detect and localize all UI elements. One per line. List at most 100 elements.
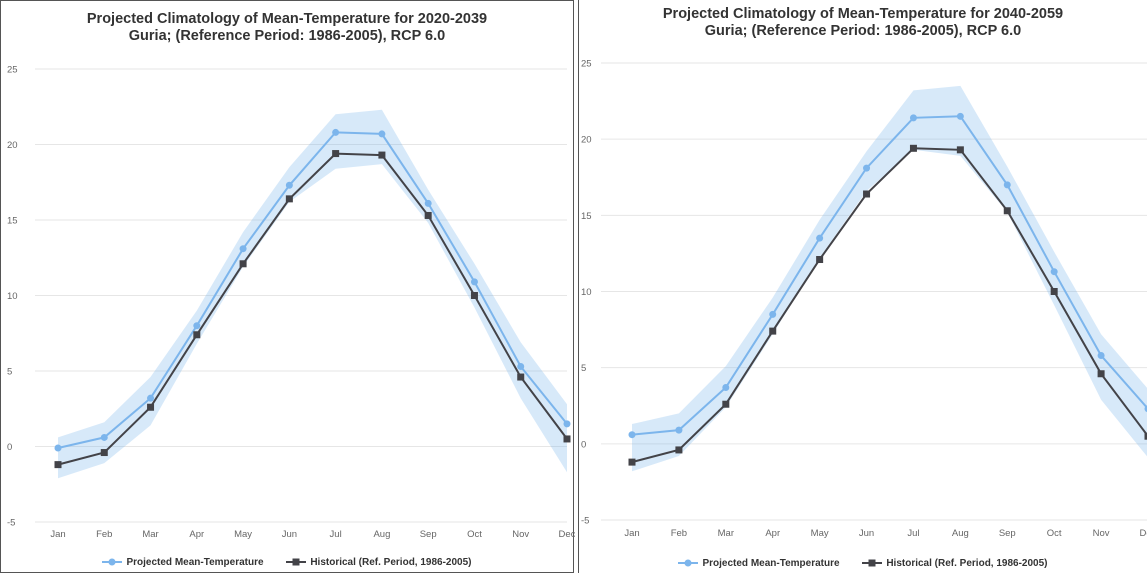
data-point-projected bbox=[240, 245, 247, 252]
y-tick-label: -5 bbox=[7, 518, 15, 529]
legend-projected-marker-icon bbox=[102, 558, 122, 566]
data-point-historical bbox=[517, 374, 524, 381]
data-point-historical bbox=[722, 401, 729, 408]
x-tick-label: May bbox=[234, 529, 252, 540]
legend-item-historical[interactable]: Historical (Ref. Period, 1986-2005) bbox=[286, 557, 471, 568]
legend-projected-label: Projected Mean-Temperature bbox=[702, 558, 839, 569]
data-point-projected bbox=[564, 420, 571, 427]
legend-item-projected[interactable]: Projected Mean-Temperature bbox=[678, 558, 839, 569]
chart-plot-2040-2059: 25 20 15 10 5 0 -5 Jan Feb Mar Apr May Jun Jul Aug Sep O… bbox=[579, 0, 1147, 573]
data-point-projected bbox=[816, 235, 823, 242]
y-tick-label: 10 bbox=[581, 287, 592, 298]
x-tick-label: Apr bbox=[189, 529, 204, 540]
y-tick-label: 20 bbox=[7, 140, 18, 151]
chart-legend: Projected Mean-Temperature Historical (R… bbox=[579, 558, 1147, 569]
y-tick-label: 25 bbox=[7, 65, 18, 76]
data-point-projected bbox=[471, 278, 478, 285]
data-point-historical bbox=[1004, 207, 1011, 214]
legend-projected-label: Projected Mean-Temperature bbox=[126, 557, 263, 568]
x-tick-label: Jun bbox=[859, 528, 874, 539]
data-point-projected bbox=[629, 431, 636, 438]
y-tick-label: 20 bbox=[581, 135, 592, 146]
x-tick-label: May bbox=[811, 528, 829, 539]
x-tick-label: Sep bbox=[420, 529, 437, 540]
data-point-projected bbox=[1051, 268, 1058, 275]
y-tick-label: -5 bbox=[581, 516, 589, 527]
data-point-projected bbox=[425, 200, 432, 207]
data-point-projected bbox=[147, 395, 154, 402]
chart-panel-2040-2059: Projected Climatology of Mean-Temperatur… bbox=[578, 0, 1147, 573]
data-point-projected bbox=[378, 130, 385, 137]
data-point-historical bbox=[629, 459, 636, 466]
y-tick-label: 25 bbox=[581, 59, 592, 70]
data-point-projected bbox=[193, 322, 200, 329]
data-point-historical bbox=[1051, 288, 1058, 295]
x-tick-label: Jan bbox=[50, 529, 65, 540]
data-point-historical bbox=[193, 331, 200, 338]
x-tick-label: Aug bbox=[952, 528, 969, 539]
legend-projected-marker-icon bbox=[678, 559, 698, 567]
data-point-historical bbox=[471, 292, 478, 299]
y-tick-label: 5 bbox=[7, 367, 12, 378]
data-point-historical bbox=[863, 191, 870, 198]
y-tick-label: 0 bbox=[581, 439, 586, 450]
data-point-projected bbox=[55, 445, 62, 452]
x-tick-label: Nov bbox=[1093, 528, 1110, 539]
x-tick-label: Aug bbox=[373, 529, 390, 540]
legend-historical-label: Historical (Ref. Period, 1986-2005) bbox=[886, 558, 1047, 569]
data-point-historical bbox=[564, 435, 571, 442]
legend-historical-marker-icon bbox=[286, 558, 306, 566]
y-tick-label: 10 bbox=[7, 291, 18, 302]
data-point-projected bbox=[286, 182, 293, 189]
data-point-historical bbox=[147, 404, 154, 411]
chart-legend: Projected Mean-Temperature Historical (R… bbox=[1, 557, 573, 568]
x-tick-label: Jan bbox=[624, 528, 639, 539]
data-point-historical bbox=[425, 212, 432, 219]
x-tick-label: Oct bbox=[467, 529, 482, 540]
data-point-projected bbox=[1004, 181, 1011, 188]
chart-panel-2020-2039: Projected Climatology of Mean-Temperatur… bbox=[0, 0, 574, 573]
data-point-historical bbox=[240, 260, 247, 267]
legend-item-historical[interactable]: Historical (Ref. Period, 1986-2005) bbox=[862, 558, 1047, 569]
data-point-projected bbox=[517, 363, 524, 370]
x-tick-label: Dec bbox=[1140, 528, 1147, 539]
y-tick-label: 15 bbox=[7, 216, 18, 227]
data-point-projected bbox=[910, 114, 917, 121]
data-point-historical bbox=[286, 195, 293, 202]
x-tick-label: Nov bbox=[512, 529, 529, 540]
data-point-projected bbox=[722, 384, 729, 391]
data-point-projected bbox=[1098, 352, 1105, 359]
data-point-historical bbox=[378, 152, 385, 159]
x-tick-label: Apr bbox=[765, 528, 780, 539]
data-point-projected bbox=[101, 434, 108, 441]
data-point-historical bbox=[957, 146, 964, 153]
data-point-historical bbox=[675, 446, 682, 453]
data-point-historical bbox=[101, 449, 108, 456]
legend-item-projected[interactable]: Projected Mean-Temperature bbox=[102, 557, 263, 568]
data-point-historical bbox=[816, 256, 823, 263]
y-tick-label: 5 bbox=[581, 363, 586, 374]
x-tick-label: Dec bbox=[559, 529, 575, 540]
x-tick-label: Jul bbox=[907, 528, 919, 539]
legend-historical-label: Historical (Ref. Period, 1986-2005) bbox=[310, 557, 471, 568]
x-tick-label: Sep bbox=[999, 528, 1016, 539]
legend-historical-marker-icon bbox=[862, 559, 882, 567]
data-point-projected bbox=[675, 427, 682, 434]
x-tick-label: Mar bbox=[718, 528, 734, 539]
x-tick-label: Jul bbox=[330, 529, 342, 540]
data-point-projected bbox=[332, 129, 339, 136]
x-tick-label: Feb bbox=[671, 528, 687, 539]
data-point-projected bbox=[957, 113, 964, 120]
x-tick-label: Jun bbox=[282, 529, 297, 540]
data-point-historical bbox=[1098, 370, 1105, 377]
data-point-projected bbox=[769, 311, 776, 318]
x-tick-label: Oct bbox=[1047, 528, 1062, 539]
y-tick-label: 15 bbox=[581, 211, 592, 222]
y-tick-label: 0 bbox=[7, 442, 12, 453]
data-point-historical bbox=[332, 150, 339, 157]
data-point-projected bbox=[863, 165, 870, 172]
data-point-historical bbox=[910, 145, 917, 152]
x-tick-label: Mar bbox=[142, 529, 158, 540]
data-point-historical bbox=[769, 328, 776, 335]
